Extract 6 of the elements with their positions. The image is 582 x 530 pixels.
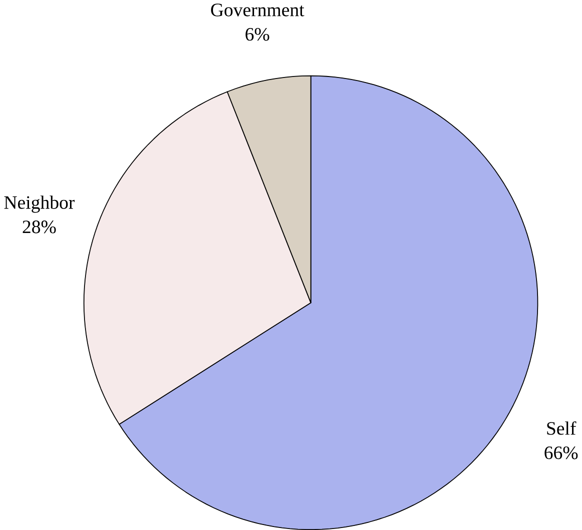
data-label: 66%	[544, 446, 578, 460]
slice-label: Government	[211, 4, 304, 16]
slice-label: Self	[547, 421, 576, 435]
data-label: 28%	[22, 220, 56, 234]
data-label: 6%	[246, 28, 270, 41]
slice-label: Neighbor	[4, 196, 75, 213]
